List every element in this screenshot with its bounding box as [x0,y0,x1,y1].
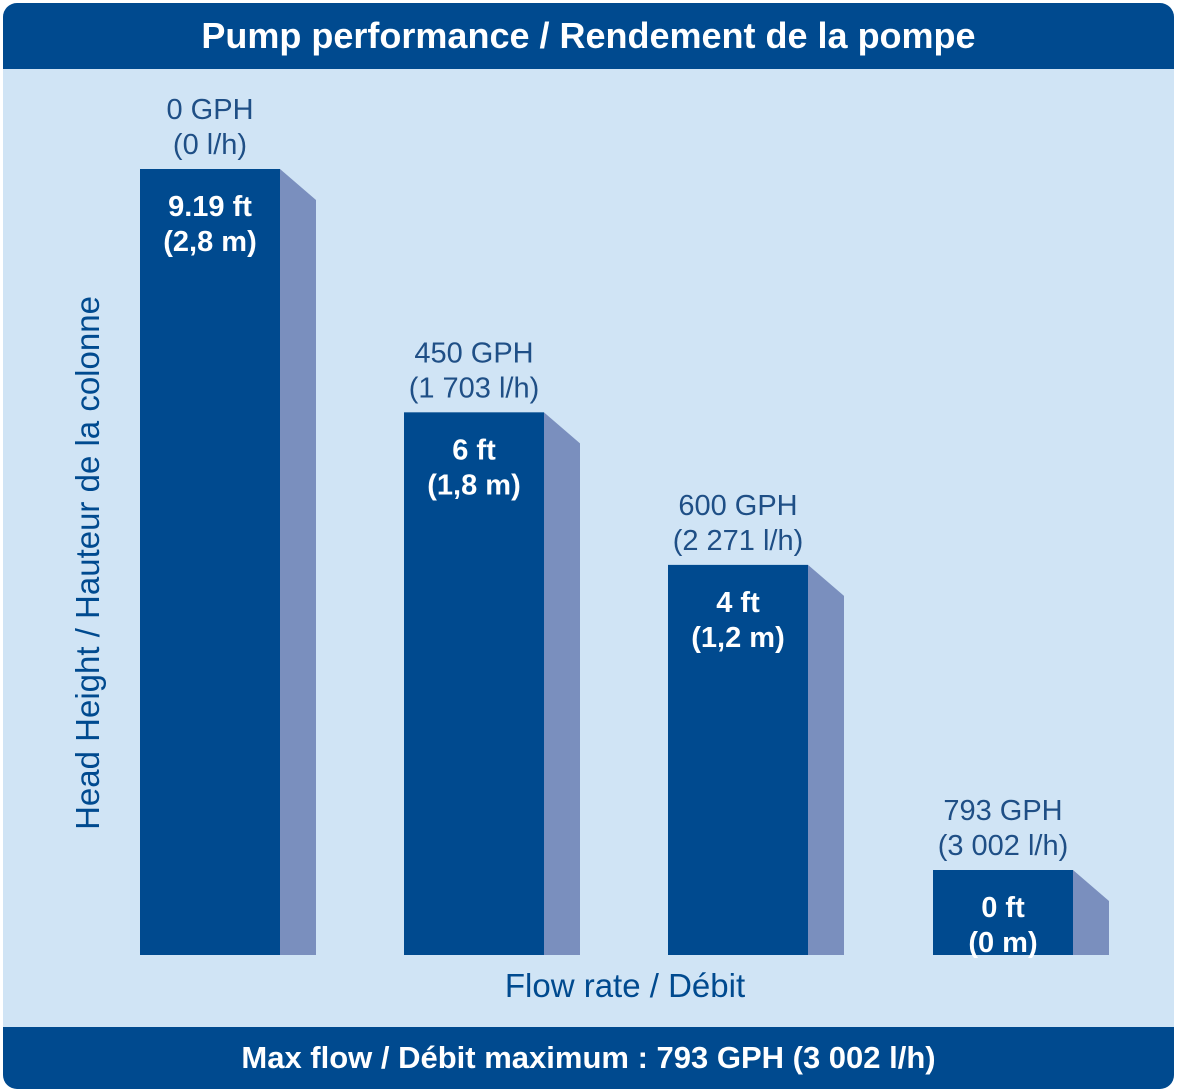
flow-rate-label: 450 GPH [414,337,533,369]
bar-shadow [280,169,316,955]
flow-rate-label: 793 GPH [943,795,1062,827]
y-axis-label: Head Height / Hauteur de la colonne [69,296,106,830]
bar-value-label: 4 ft [716,587,760,619]
bar-value-label: 0 ft [981,892,1025,924]
flow-rate-label: 600 GPH [678,490,797,522]
x-axis-label: Flow rate / Débit [504,967,746,1004]
bar-value-metric-label: (1,8 m) [427,469,520,501]
bar-value-label: 6 ft [452,434,496,466]
flow-rate-metric-label: (1 703 l/h) [409,372,540,404]
bar [140,169,280,955]
bar-value-metric-label: (2,8 m) [163,226,256,258]
flow-rate-metric-label: (2 271 l/h) [673,525,804,557]
flow-rate-label: 0 GPH [166,94,253,126]
bar [404,412,544,955]
bar-shadow [544,412,580,955]
bar [933,870,1073,955]
bar-value-label: 9.19 ft [168,191,252,223]
bar-shadow [1073,870,1109,955]
chart-card: Pump performance / Rendement de la pompe… [3,3,1174,1089]
bar-shadow [808,564,844,955]
bar-chart: 9.19 ft(2,8 m) 0 GPH(0 l/h) 6 ft(1,8 m) 450… [140,94,1109,959]
bar-value-metric-label: (0 m) [968,927,1037,959]
bar [668,564,808,955]
max-flow-banner: Max flow / Débit maximum : 793 GPH (3 00… [3,1027,1174,1089]
flow-rate-metric-label: (0 l/h) [173,129,247,161]
bar-value-metric-label: (1,2 m) [691,622,784,654]
flow-rate-metric-label: (3 002 l/h) [938,830,1069,862]
chart-title: Pump performance / Rendement de la pompe [3,3,1174,69]
